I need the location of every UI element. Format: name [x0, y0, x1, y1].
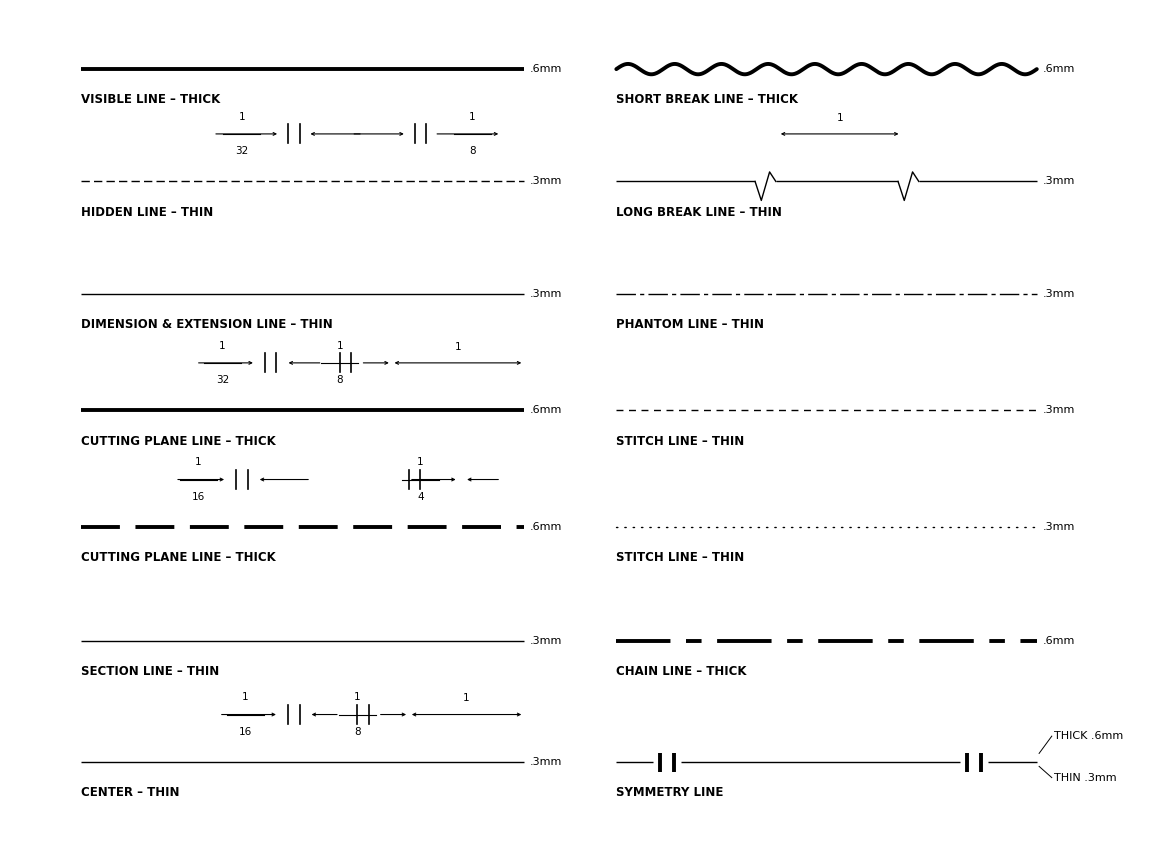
Text: .3mm: .3mm	[1043, 289, 1075, 299]
Text: .3mm: .3mm	[1043, 176, 1075, 187]
Text: DIMENSION & EXTENSION LINE – THIN: DIMENSION & EXTENSION LINE – THIN	[81, 318, 333, 331]
Text: 1: 1	[219, 340, 226, 351]
Text: 1: 1	[463, 693, 470, 703]
Text: CUTTING PLANE LINE – THICK: CUTTING PLANE LINE – THICK	[81, 435, 275, 448]
Text: CUTTING PLANE LINE – THICK: CUTTING PLANE LINE – THICK	[81, 551, 275, 564]
Text: 4: 4	[417, 492, 424, 502]
Text: 8: 8	[354, 727, 361, 737]
Text: CHAIN LINE – THICK: CHAIN LINE – THICK	[616, 665, 746, 678]
Text: 16: 16	[191, 492, 205, 502]
Text: THIN .3mm: THIN .3mm	[1054, 772, 1116, 783]
Text: .6mm: .6mm	[530, 64, 562, 74]
Text: 16: 16	[238, 727, 252, 737]
Text: .3mm: .3mm	[530, 176, 562, 187]
Text: SHORT BREAK LINE – THICK: SHORT BREAK LINE – THICK	[616, 93, 798, 106]
Text: 32: 32	[215, 375, 229, 385]
Text: .3mm: .3mm	[1043, 522, 1075, 532]
Text: 1: 1	[469, 111, 476, 122]
Text: .3mm: .3mm	[530, 289, 562, 299]
Text: .3mm: .3mm	[530, 636, 562, 646]
Text: .6mm: .6mm	[530, 405, 562, 416]
Text: .6mm: .6mm	[530, 522, 562, 532]
Text: CENTER – THIN: CENTER – THIN	[81, 786, 180, 799]
Text: .6mm: .6mm	[1043, 636, 1075, 646]
Text: STITCH LINE – THIN: STITCH LINE – THIN	[616, 551, 744, 564]
Text: 1: 1	[336, 340, 343, 351]
Text: 1: 1	[354, 692, 361, 702]
Text: VISIBLE LINE – THICK: VISIBLE LINE – THICK	[81, 93, 220, 106]
Text: 1: 1	[417, 457, 424, 467]
Text: 1: 1	[455, 341, 461, 352]
Text: SECTION LINE – THIN: SECTION LINE – THIN	[81, 665, 219, 678]
Text: 32: 32	[235, 146, 249, 156]
Text: .3mm: .3mm	[1043, 405, 1075, 416]
Text: STITCH LINE – THIN: STITCH LINE – THIN	[616, 435, 744, 448]
Text: .6mm: .6mm	[1043, 64, 1075, 74]
Text: 8: 8	[469, 146, 476, 156]
Text: THICK .6mm: THICK .6mm	[1054, 731, 1123, 741]
Text: 8: 8	[336, 375, 343, 385]
Text: .3mm: .3mm	[530, 757, 562, 767]
Text: 1: 1	[195, 457, 202, 467]
Text: LONG BREAK LINE – THIN: LONG BREAK LINE – THIN	[616, 206, 782, 219]
Text: SYMMETRY LINE: SYMMETRY LINE	[616, 786, 723, 799]
Text: PHANTOM LINE – THIN: PHANTOM LINE – THIN	[616, 318, 764, 331]
Text: 1: 1	[836, 112, 843, 123]
Text: HIDDEN LINE – THIN: HIDDEN LINE – THIN	[81, 206, 213, 219]
Text: 1: 1	[242, 692, 249, 702]
Text: 1: 1	[238, 111, 245, 122]
